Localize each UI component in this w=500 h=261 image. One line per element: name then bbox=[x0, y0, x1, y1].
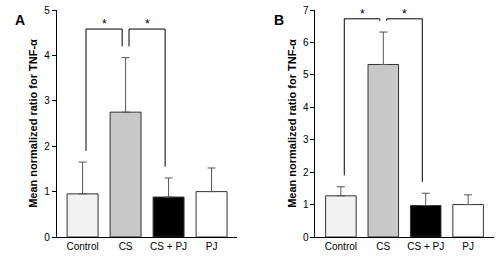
svg-text:0: 0 bbox=[303, 232, 309, 243]
svg-text:*: * bbox=[402, 7, 407, 21]
svg-text:Control: Control bbox=[66, 241, 98, 252]
svg-text:A: A bbox=[15, 12, 25, 28]
svg-text:Mean normalized ratio for TNF-: Mean normalized ratio for TNF-α bbox=[27, 39, 39, 208]
svg-text:CS + PJ: CS + PJ bbox=[150, 241, 187, 252]
svg-text:CS: CS bbox=[119, 241, 133, 252]
svg-text:4: 4 bbox=[303, 102, 309, 113]
svg-text:1: 1 bbox=[44, 186, 50, 197]
svg-text:CS: CS bbox=[376, 241, 390, 252]
svg-text:PJ: PJ bbox=[206, 241, 218, 252]
svg-text:0: 0 bbox=[44, 232, 50, 243]
svg-text:PJ: PJ bbox=[462, 241, 474, 252]
svg-text:2: 2 bbox=[44, 141, 50, 152]
svg-text:3: 3 bbox=[303, 134, 309, 145]
svg-text:*: * bbox=[102, 17, 107, 31]
svg-text:B: B bbox=[274, 12, 284, 28]
svg-text:4: 4 bbox=[44, 50, 50, 61]
svg-text:5: 5 bbox=[303, 69, 309, 80]
svg-text:1: 1 bbox=[303, 199, 309, 210]
svg-text:7: 7 bbox=[303, 5, 309, 16]
svg-text:Mean normalized ratio for TNF-: Mean normalized ratio for TNF-α bbox=[286, 39, 298, 208]
svg-text:*: * bbox=[360, 7, 365, 21]
svg-text:5: 5 bbox=[44, 5, 50, 16]
svg-text:3: 3 bbox=[44, 95, 50, 106]
svg-text:CS + PJ: CS + PJ bbox=[407, 241, 444, 252]
svg-text:*: * bbox=[145, 17, 150, 31]
svg-text:6: 6 bbox=[303, 37, 309, 48]
svg-text:2: 2 bbox=[303, 167, 309, 178]
svg-text:Control: Control bbox=[325, 241, 357, 252]
